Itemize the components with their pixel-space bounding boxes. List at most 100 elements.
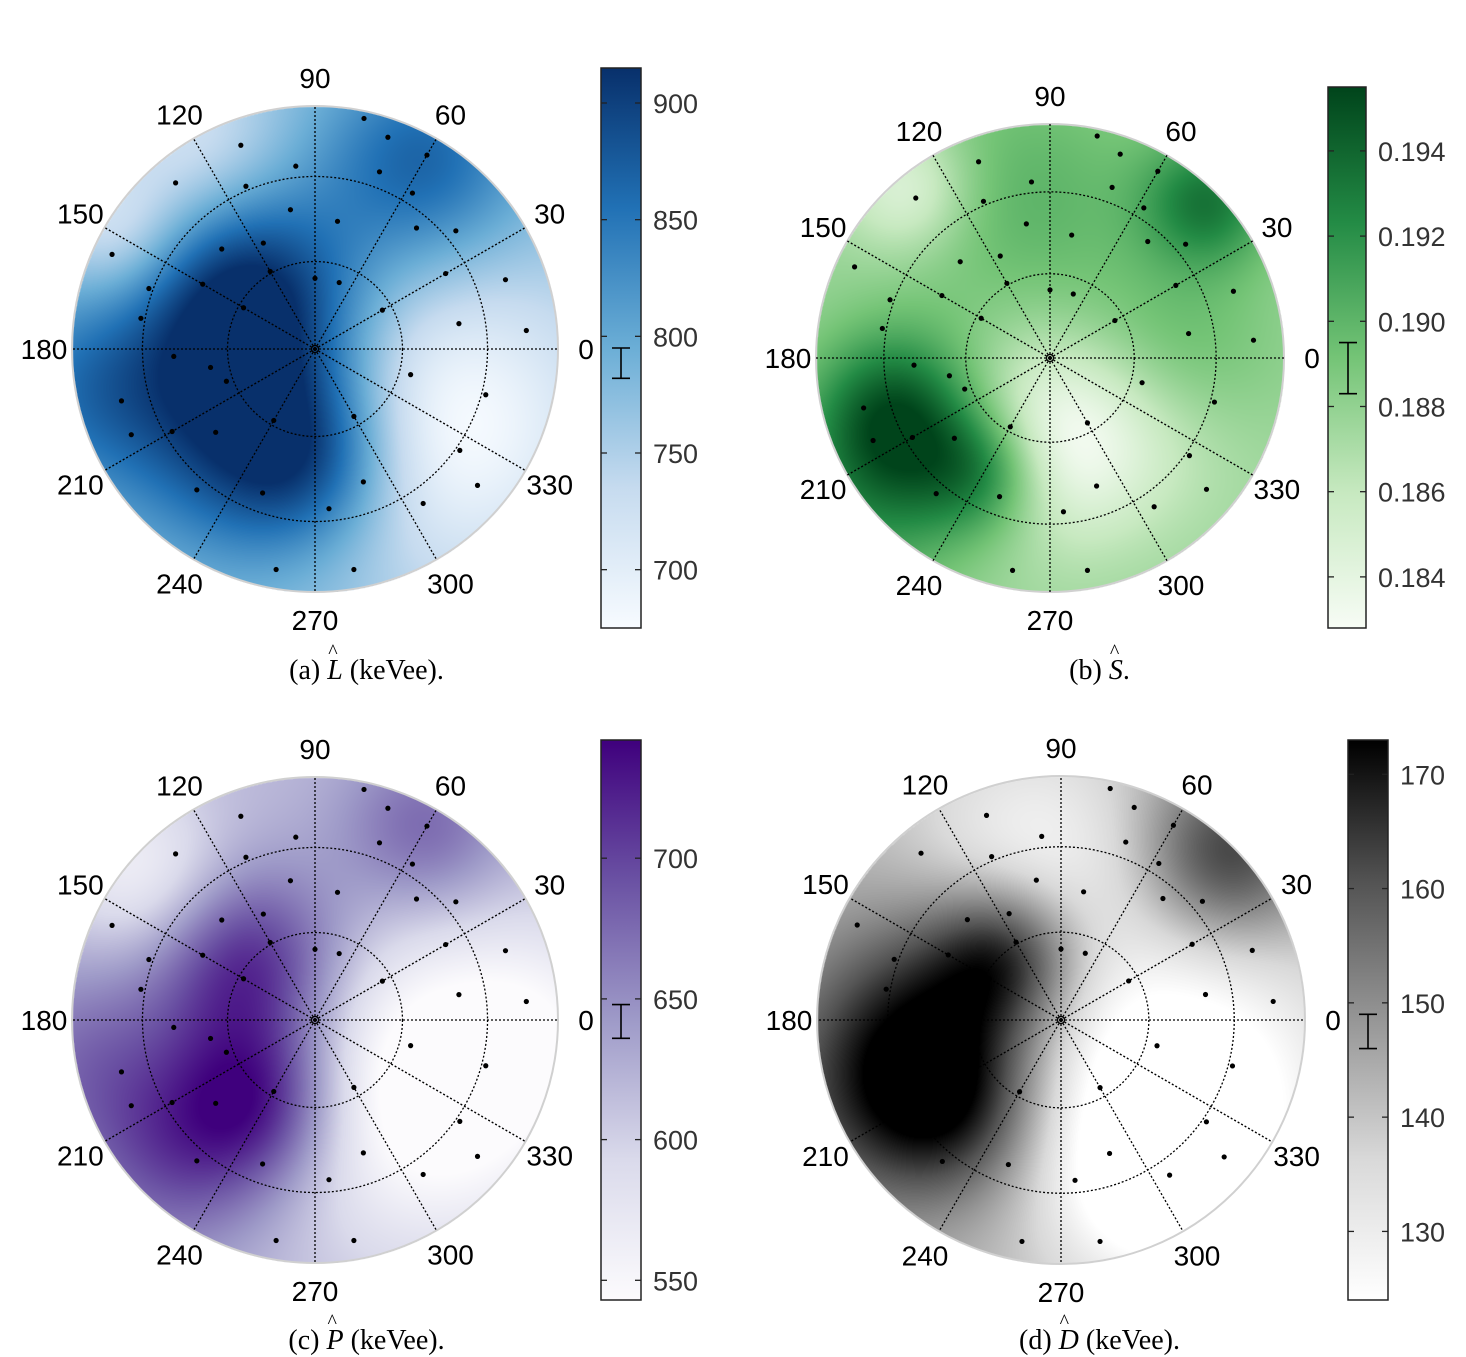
angular-tick-label: 270	[292, 605, 339, 636]
sample-point	[259, 1161, 266, 1167]
sample-point	[916, 1024, 922, 1031]
angular-gridline	[314, 348, 526, 472]
sample-point	[1028, 179, 1035, 185]
colorbar	[1327, 86, 1367, 629]
sample-point	[360, 479, 366, 485]
angular-tick-label: 210	[57, 1141, 104, 1172]
sample-point	[1154, 1043, 1160, 1049]
angular-tick-label: 30	[534, 870, 565, 901]
sample-point	[1033, 877, 1039, 883]
panel-caption: (a) L (keVee).	[0, 641, 733, 687]
angular-tick-label: 240	[156, 1240, 203, 1271]
angular-tick-label: 300	[1174, 1241, 1221, 1272]
sample-point	[219, 917, 225, 923]
angular-gridline	[1049, 240, 1253, 359]
angular-tick-label: 150	[57, 199, 104, 230]
sample-point	[1270, 998, 1276, 1005]
angular-gridline	[104, 348, 316, 472]
sample-point	[1009, 567, 1016, 573]
sample-point	[453, 228, 459, 234]
angular-gridline	[847, 357, 1051, 476]
panel-a: 0 30 60 90 120 150 180 210 240 270 300 330 700 750 800…	[0, 0, 733, 686]
sample-point	[271, 417, 277, 424]
sample-point	[964, 917, 970, 923]
angular-gridline	[192, 809, 316, 1021]
colorbar-tick-label: 140	[1400, 1103, 1445, 1133]
angular-gridline	[192, 1019, 316, 1231]
sample-point	[986, 975, 992, 982]
sample-point	[913, 195, 919, 201]
sample-point	[945, 952, 951, 958]
sample-point	[408, 372, 414, 378]
sample-point	[271, 1088, 277, 1095]
sample-point	[351, 1084, 357, 1090]
angular-tick-label: 90	[299, 63, 330, 94]
sample-point	[379, 978, 385, 984]
angular-gridline	[104, 897, 316, 1021]
sample-point	[1006, 911, 1012, 917]
sample-point	[351, 1237, 357, 1244]
colorbar-tick-label: 750	[653, 439, 698, 469]
angular-gridline	[932, 155, 1051, 359]
sample-point	[1070, 291, 1076, 297]
sample-point	[851, 264, 858, 270]
sample-point	[443, 270, 449, 277]
sample-point	[953, 1035, 959, 1042]
colorbar-tick-label: 700	[653, 844, 698, 874]
angular-tick-label: 120	[896, 116, 943, 147]
sample-point	[891, 956, 897, 962]
caption-units: (keVee).	[1078, 1325, 1180, 1356]
angular-tick-label: 120	[156, 99, 203, 130]
angular-gridline	[1049, 155, 1168, 359]
sample-point	[200, 281, 206, 287]
sample-point	[1112, 317, 1118, 324]
radial-gridline	[883, 191, 1217, 525]
sample-point	[413, 896, 420, 902]
sample-point	[109, 922, 115, 928]
sample-point	[887, 297, 893, 303]
sample-point	[223, 1049, 230, 1055]
caption-symbol: D	[1059, 1311, 1079, 1357]
sample-point	[243, 183, 249, 189]
angular-gridline	[1060, 1019, 1273, 1143]
sample-point	[523, 998, 529, 1005]
sample-point	[1203, 486, 1210, 492]
sample-point	[336, 950, 342, 957]
sample-point	[918, 850, 924, 856]
angular-gridline	[314, 1019, 438, 1231]
sample-point	[978, 315, 984, 321]
angular-gridline	[314, 809, 438, 1021]
sample-point	[1250, 337, 1257, 343]
sample-point	[1117, 151, 1123, 157]
angular-tick-label: 330	[526, 1141, 573, 1172]
angular-gridline	[938, 1019, 1062, 1232]
sample-point	[1145, 238, 1151, 245]
colorbar-tick-label: 0.184	[1378, 563, 1446, 593]
sample-point	[138, 986, 144, 992]
sample-point	[870, 437, 876, 444]
sample-point	[1016, 1089, 1023, 1095]
sample-point	[483, 1063, 489, 1069]
sample-point	[1183, 241, 1189, 247]
angular-tick-label: 270	[1027, 605, 1074, 636]
polar-plot-overlay: 0 30 60 90 120 150 180 210 240 270 300 330 550 600 650…	[21, 734, 698, 1307]
sample-point	[883, 986, 889, 992]
angular-tick-label: 300	[427, 1240, 474, 1271]
angular-tick-label: 0	[578, 334, 594, 365]
sample-point	[1023, 221, 1029, 227]
sample-point	[946, 373, 953, 379]
sample-point	[1249, 947, 1255, 953]
sample-point	[1097, 1085, 1103, 1091]
sample-point	[879, 325, 885, 332]
center-marker	[310, 344, 320, 354]
colorbar-tick-label: 800	[653, 322, 698, 352]
sample-point	[240, 305, 247, 311]
sample-point	[243, 854, 249, 860]
sample-point	[385, 805, 391, 811]
angular-gridline	[314, 1019, 526, 1143]
angular-tick-label: 30	[1261, 212, 1292, 243]
sample-point	[146, 956, 152, 963]
angular-gridline	[1060, 897, 1273, 1021]
angular-tick-label: 60	[435, 99, 466, 130]
angular-tick-label: 150	[802, 869, 849, 900]
